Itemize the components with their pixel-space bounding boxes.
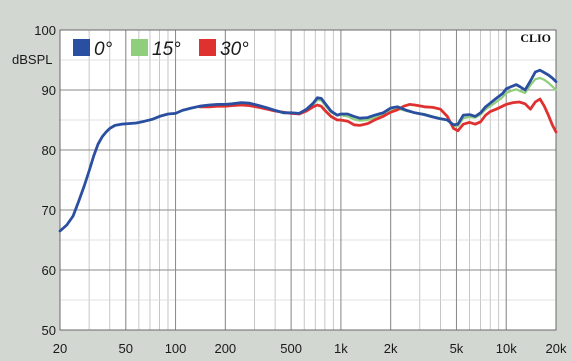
x-axis-ticks: 20 50 100 200 500 1k 2k 5k 10k 20k <box>53 341 567 356</box>
x-tick-label: 5k <box>450 341 464 356</box>
y-tick-label: 50 <box>42 323 56 338</box>
brand-label: CLIO <box>520 31 551 45</box>
legend-label: 0° <box>94 39 113 60</box>
x-tick-label: 100 <box>165 341 187 356</box>
x-tick-label: 50 <box>119 341 133 356</box>
legend-swatch <box>199 39 216 56</box>
y-tick-label: 100 <box>34 23 56 38</box>
y-tick-label: 60 <box>42 263 56 278</box>
x-tick-label: 200 <box>214 341 236 356</box>
legend: 0° 15° 30° <box>73 39 249 60</box>
series-lines <box>58 68 558 233</box>
x-tick-label: 20 <box>53 341 67 356</box>
y-axis-ticks: 50 60 70 80 90 100 <box>34 23 56 338</box>
x-tick-label: 10k <box>496 341 517 356</box>
x-tick-label: 500 <box>280 341 302 356</box>
legend-swatch <box>73 39 90 56</box>
legend-swatch <box>131 39 148 56</box>
x-tick-label: 20k <box>546 341 567 356</box>
y-tick-label: 90 <box>42 83 56 98</box>
legend-label: 30° <box>220 39 249 60</box>
legend-label: 15° <box>152 39 181 60</box>
x-tick-label: 1k <box>334 341 348 356</box>
y-tick-label: 80 <box>42 143 56 158</box>
x-tick-label: 2k <box>384 341 398 356</box>
series-line-0 <box>58 68 558 233</box>
y-axis-label: dBSPL <box>12 52 52 67</box>
plot-frame <box>59 29 557 331</box>
y-tick-label: 70 <box>42 203 56 218</box>
